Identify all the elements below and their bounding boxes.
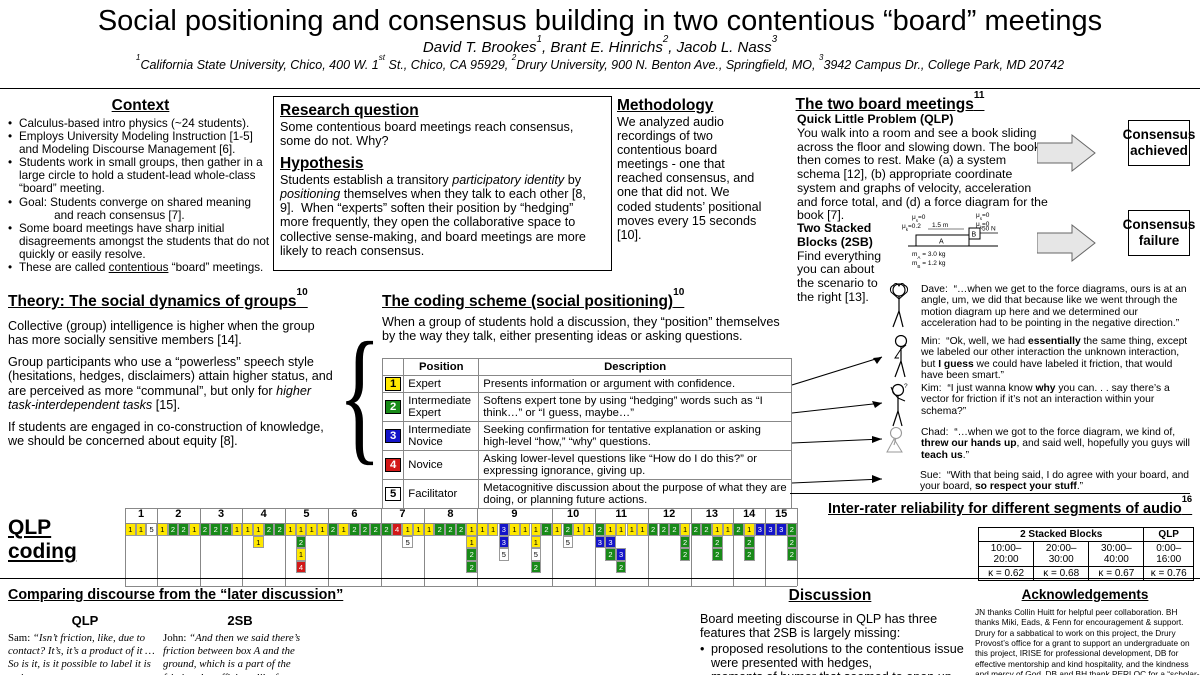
svg-text:mB = 1.2 kg: mB = 1.2 kg xyxy=(912,260,946,269)
svg-text:B: B xyxy=(972,232,977,239)
svg-text:μs=0: μs=0 xyxy=(976,212,990,221)
svg-text:μk=0.2: μk=0.2 xyxy=(902,223,921,232)
svg-text:A: A xyxy=(939,239,944,246)
svg-text:50 N: 50 N xyxy=(982,226,996,233)
svg-text:μs=0: μs=0 xyxy=(912,214,926,223)
svg-text:1.5 m: 1.5 m xyxy=(932,222,948,229)
svg-text:mA = 3.0 kg: mA = 3.0 kg xyxy=(912,251,946,260)
